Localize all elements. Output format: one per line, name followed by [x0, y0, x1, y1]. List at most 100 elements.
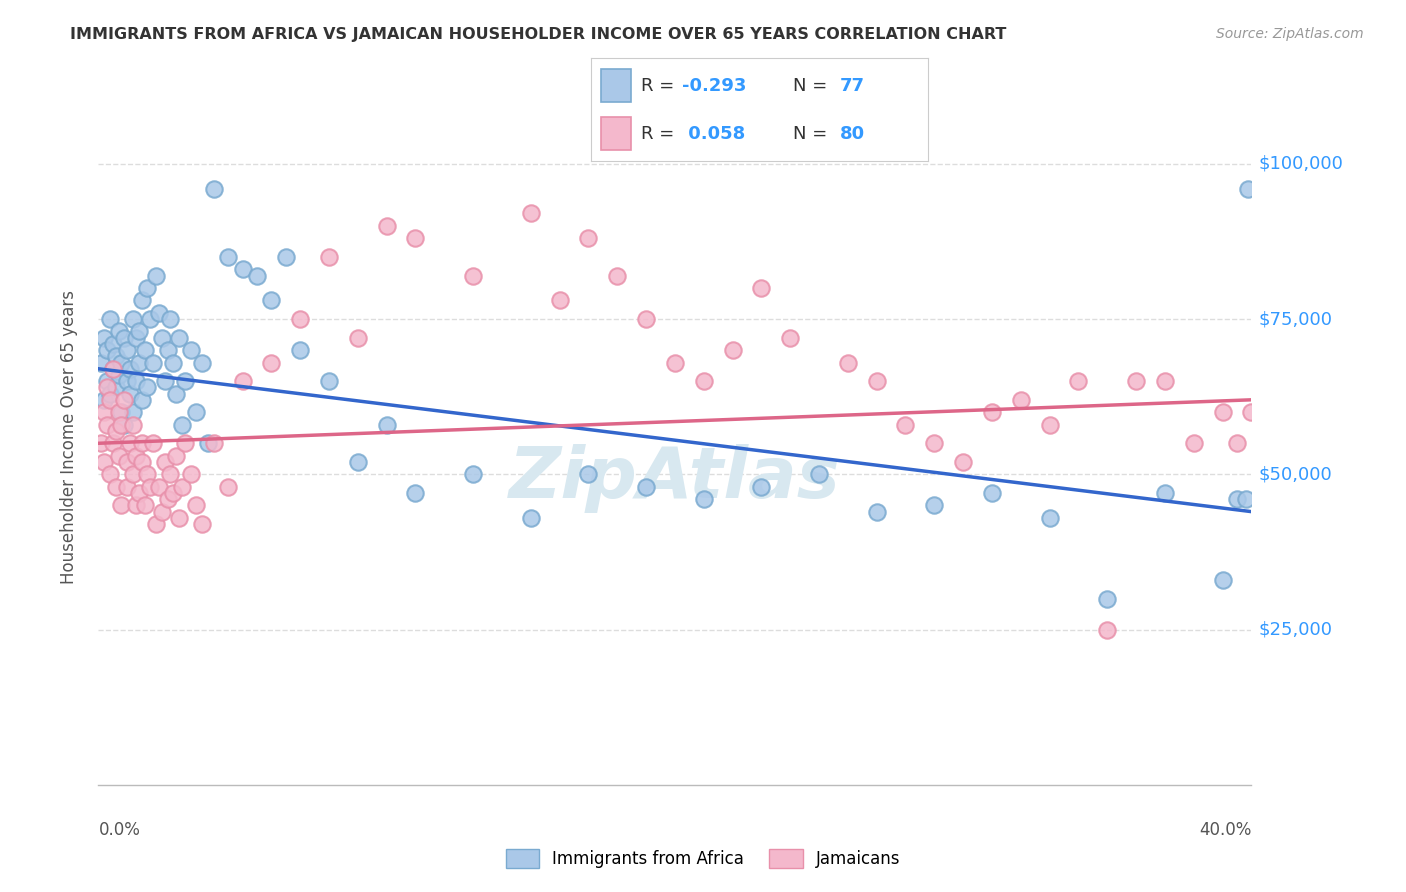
Point	[93, 392, 115, 407]
Point	[520, 511, 543, 525]
Point	[122, 417, 145, 432]
Point	[120, 436, 142, 450]
Point	[981, 405, 1004, 419]
Point	[520, 206, 543, 220]
Point	[131, 293, 153, 308]
Point	[112, 331, 135, 345]
Point	[117, 374, 138, 388]
Y-axis label: Householder Income Over 65 years: Householder Income Over 65 years	[59, 290, 77, 584]
Point	[922, 499, 945, 513]
Point	[112, 392, 135, 407]
Point	[125, 449, 148, 463]
Point	[110, 405, 132, 419]
Point	[405, 486, 427, 500]
Point	[1010, 392, 1032, 407]
Point	[1234, 492, 1257, 507]
Point	[156, 343, 179, 357]
Point	[139, 480, 162, 494]
Point	[217, 250, 239, 264]
Point	[721, 343, 744, 357]
Point	[107, 449, 129, 463]
Point	[180, 343, 202, 357]
Point	[150, 505, 173, 519]
Point	[260, 355, 283, 369]
Point	[145, 516, 167, 531]
Text: ZipAtlas: ZipAtlas	[509, 444, 841, 513]
Point	[1153, 486, 1175, 500]
Point	[1038, 511, 1062, 525]
Point	[117, 455, 138, 469]
Point	[461, 467, 484, 482]
Point	[165, 449, 187, 463]
Point	[606, 268, 628, 283]
Point	[96, 343, 118, 357]
Text: 77: 77	[841, 77, 865, 95]
Point	[1212, 573, 1234, 587]
Point	[98, 467, 121, 482]
Point	[142, 436, 165, 450]
Point	[110, 499, 132, 513]
Point	[894, 417, 917, 432]
Point	[1067, 374, 1090, 388]
Text: $75,000: $75,000	[1258, 310, 1333, 328]
Point	[346, 455, 368, 469]
Point	[186, 405, 208, 419]
Text: R =: R =	[641, 77, 681, 95]
Legend: Immigrants from Africa, Jamaicans: Immigrants from Africa, Jamaicans	[499, 842, 907, 875]
Point	[134, 499, 156, 513]
Point	[167, 331, 190, 345]
Point	[162, 355, 184, 369]
Point	[117, 480, 138, 494]
Point	[578, 231, 600, 245]
Text: -0.293: -0.293	[682, 77, 747, 95]
Point	[128, 355, 150, 369]
Point	[174, 374, 197, 388]
Point	[96, 374, 118, 388]
Point	[318, 250, 340, 264]
Point	[170, 417, 193, 432]
Point	[375, 219, 398, 233]
Point	[134, 343, 156, 357]
Point	[246, 268, 269, 283]
Point	[101, 436, 124, 450]
Point	[165, 386, 187, 401]
Point	[96, 380, 118, 394]
Point	[104, 349, 127, 363]
Text: $25,000: $25,000	[1258, 621, 1333, 639]
Point	[162, 486, 184, 500]
Point	[125, 499, 148, 513]
Text: IMMIGRANTS FROM AFRICA VS JAMAICAN HOUSEHOLDER INCOME OVER 65 YEARS CORRELATION : IMMIGRANTS FROM AFRICA VS JAMAICAN HOUSE…	[70, 27, 1007, 42]
Point	[318, 374, 340, 388]
Point	[260, 293, 283, 308]
Point	[375, 417, 398, 432]
Point	[145, 268, 167, 283]
Point	[1125, 374, 1147, 388]
Point	[405, 231, 427, 245]
Point	[148, 306, 170, 320]
Point	[107, 325, 129, 339]
Text: 0.0%: 0.0%	[98, 821, 141, 838]
Point	[217, 480, 239, 494]
Text: R =: R =	[641, 125, 681, 143]
Point	[110, 417, 132, 432]
Point	[93, 405, 115, 419]
Point	[159, 467, 181, 482]
Point	[751, 480, 773, 494]
Point	[779, 331, 801, 345]
Point	[93, 455, 115, 469]
Point	[922, 436, 945, 450]
Point	[136, 281, 159, 295]
Point	[156, 492, 179, 507]
Point	[128, 325, 150, 339]
Point	[180, 467, 202, 482]
Point	[98, 392, 121, 407]
Point	[693, 374, 716, 388]
Point	[274, 250, 297, 264]
Point	[290, 343, 312, 357]
Text: 0.058: 0.058	[682, 125, 745, 143]
Point	[197, 436, 219, 450]
Point	[191, 516, 214, 531]
Point	[148, 480, 170, 494]
Point	[153, 455, 176, 469]
Point	[139, 312, 162, 326]
